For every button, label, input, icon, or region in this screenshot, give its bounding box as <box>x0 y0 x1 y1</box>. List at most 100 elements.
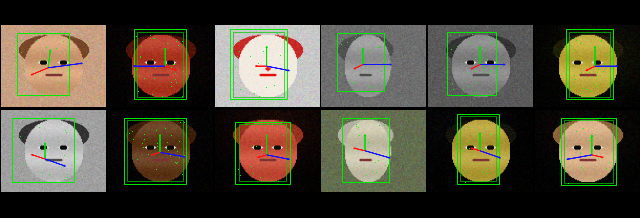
FancyArrow shape <box>363 64 392 65</box>
Point <box>584 70 594 74</box>
Point <box>251 145 261 148</box>
Point <box>162 140 172 144</box>
Point <box>253 61 263 65</box>
Point <box>258 50 268 53</box>
Point <box>593 68 603 71</box>
Point <box>351 125 362 128</box>
Point <box>245 54 255 58</box>
Point <box>570 48 580 52</box>
Point <box>134 55 145 58</box>
FancyArrow shape <box>479 46 481 65</box>
Point <box>172 160 182 164</box>
Point <box>179 153 189 157</box>
Point <box>575 41 585 45</box>
Point <box>177 95 187 98</box>
Point <box>352 147 362 151</box>
Point <box>35 125 45 129</box>
Point <box>255 175 265 179</box>
FancyArrow shape <box>133 66 165 67</box>
Text: (f): (f) <box>581 203 593 212</box>
Point <box>166 84 177 88</box>
Point <box>164 154 175 157</box>
Point <box>143 152 153 155</box>
Point <box>248 143 259 147</box>
Point <box>584 135 595 139</box>
Point <box>36 170 46 174</box>
Point <box>16 50 26 54</box>
Point <box>593 156 604 160</box>
Point <box>147 36 157 40</box>
Point <box>177 39 187 43</box>
Point <box>171 80 181 83</box>
Text: (e): (e) <box>473 203 487 212</box>
FancyArrow shape <box>592 155 604 158</box>
Text: (a): (a) <box>47 203 60 212</box>
FancyArrow shape <box>354 65 363 69</box>
Point <box>448 87 458 91</box>
Point <box>342 40 353 43</box>
Point <box>374 123 384 127</box>
Text: (d): (d) <box>366 203 380 212</box>
Point <box>58 39 68 42</box>
Point <box>175 120 185 123</box>
FancyArrow shape <box>165 66 177 71</box>
Point <box>374 69 385 72</box>
Point <box>233 167 243 170</box>
Point <box>150 128 161 131</box>
Point <box>481 166 491 169</box>
Point <box>460 180 470 184</box>
FancyArrow shape <box>45 159 65 166</box>
Point <box>127 129 137 132</box>
Point <box>50 71 60 74</box>
Point <box>477 55 488 59</box>
Point <box>452 44 462 48</box>
Point <box>254 94 264 98</box>
Point <box>41 46 51 49</box>
Point <box>51 46 61 50</box>
Point <box>463 71 474 74</box>
Point <box>569 37 579 40</box>
Point <box>133 89 143 92</box>
Point <box>149 37 159 40</box>
Point <box>373 46 383 49</box>
Bar <box>134 29 186 99</box>
Point <box>596 39 606 43</box>
Point <box>470 56 480 60</box>
Point <box>155 137 165 140</box>
Point <box>59 153 69 157</box>
Bar <box>457 114 499 184</box>
Point <box>58 164 68 167</box>
Point <box>174 139 184 143</box>
Point <box>598 70 608 73</box>
Point <box>481 58 492 61</box>
Point <box>370 160 380 163</box>
FancyArrow shape <box>364 135 366 151</box>
Point <box>166 133 177 136</box>
Point <box>350 80 360 84</box>
Point <box>463 125 473 129</box>
Point <box>33 154 44 158</box>
FancyArrow shape <box>586 66 595 71</box>
Point <box>601 166 611 169</box>
Point <box>235 87 245 91</box>
Point <box>599 62 609 65</box>
Point <box>246 164 256 167</box>
Point <box>478 68 488 72</box>
Text: (b): (b) <box>153 203 167 212</box>
Point <box>62 175 72 178</box>
Point <box>152 142 163 145</box>
FancyArrow shape <box>591 135 593 155</box>
Point <box>136 141 147 145</box>
Point <box>486 69 497 72</box>
Point <box>380 164 390 167</box>
FancyArrow shape <box>160 152 185 157</box>
Point <box>235 174 245 177</box>
Point <box>467 32 477 36</box>
FancyArrow shape <box>31 68 48 75</box>
Point <box>173 43 184 47</box>
Point <box>342 118 352 121</box>
FancyArrow shape <box>566 155 592 160</box>
Point <box>260 85 271 89</box>
Point <box>591 84 602 87</box>
Point <box>471 136 481 140</box>
